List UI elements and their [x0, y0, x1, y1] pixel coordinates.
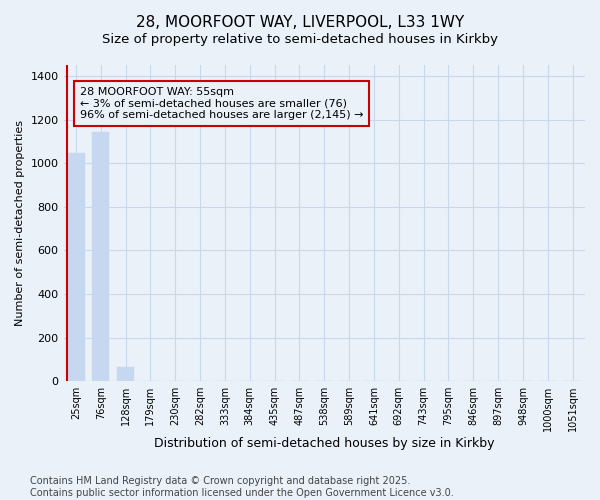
Text: 28 MOORFOOT WAY: 55sqm
← 3% of semi-detached houses are smaller (76)
96% of semi: 28 MOORFOOT WAY: 55sqm ← 3% of semi-deta… [80, 87, 363, 120]
Y-axis label: Number of semi-detached properties: Number of semi-detached properties [15, 120, 25, 326]
Text: Contains HM Land Registry data © Crown copyright and database right 2025.
Contai: Contains HM Land Registry data © Crown c… [30, 476, 454, 498]
Text: Size of property relative to semi-detached houses in Kirkby: Size of property relative to semi-detach… [102, 32, 498, 46]
Bar [117, 368, 134, 381]
Bar [92, 132, 109, 381]
Bar [67, 153, 85, 381]
Text: 28, MOORFOOT WAY, LIVERPOOL, L33 1WY: 28, MOORFOOT WAY, LIVERPOOL, L33 1WY [136, 15, 464, 30]
X-axis label: Distribution of semi-detached houses by size in Kirkby: Distribution of semi-detached houses by … [154, 437, 494, 450]
